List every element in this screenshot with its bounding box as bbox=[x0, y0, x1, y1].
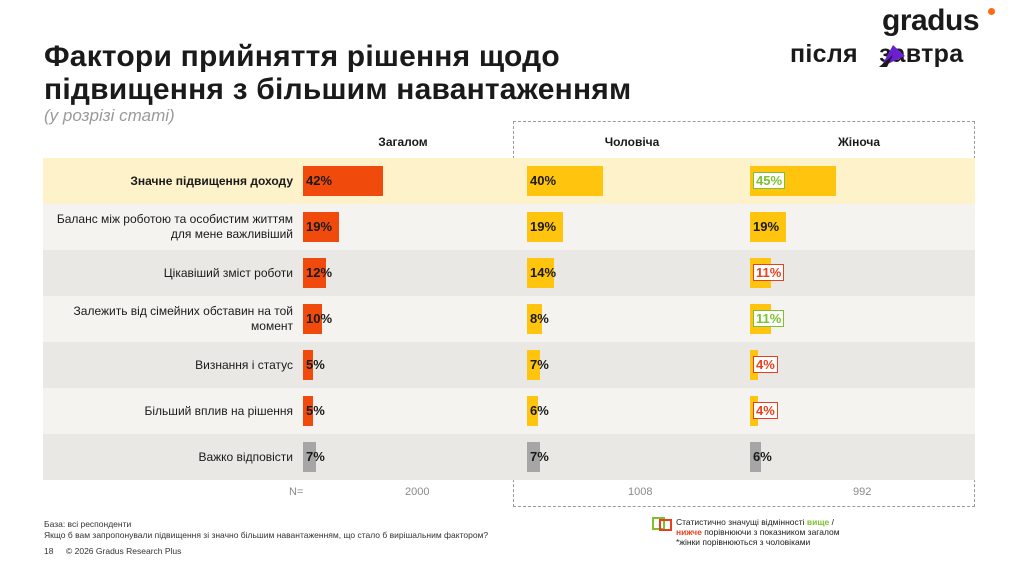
gradus-logo: gradus bbox=[882, 4, 980, 37]
footnote-question: Якщо б вам запропонували підвищення зі з… bbox=[44, 530, 489, 540]
category-label: Важко відповісти bbox=[198, 449, 293, 464]
value-label-male: 14% bbox=[530, 265, 557, 280]
category-label: Визнання і статус bbox=[195, 357, 293, 372]
value-label-total: 12% bbox=[306, 265, 333, 280]
legend-higher-word: вище bbox=[806, 517, 830, 527]
legend-lower-word: нижче bbox=[676, 527, 702, 537]
bar-male bbox=[527, 258, 554, 288]
bar-male bbox=[527, 304, 543, 334]
value-label-male: 40% bbox=[530, 173, 557, 188]
category-label: Більший вплив на рішення bbox=[144, 403, 293, 418]
value-label-total: 42% bbox=[306, 173, 333, 188]
value-label-female: 11% bbox=[753, 264, 785, 281]
bar-male bbox=[527, 396, 539, 426]
bar-male bbox=[527, 442, 541, 472]
legend-line-1: Статистично значущі відмінності вище / bbox=[676, 517, 834, 527]
category-label: Баланс між роботою та особистим життям д… bbox=[56, 212, 293, 241]
chart-row: Більший вплив на рішення 5% 6% 4% bbox=[43, 388, 975, 434]
page-subtitle: (у розрізі статі) bbox=[44, 106, 175, 125]
footnote-copyright: © 2026 Gradus Research Plus bbox=[66, 546, 182, 556]
category-label: Цікавіший зміст роботи bbox=[163, 265, 293, 280]
column-header-male: Чоловіча bbox=[604, 135, 660, 149]
value-label-male: 7% bbox=[530, 449, 549, 464]
bar-male bbox=[527, 166, 603, 196]
n-male: 1008 bbox=[628, 486, 653, 498]
logo-slash-icon bbox=[879, 45, 905, 67]
significance-legend-icon bbox=[652, 517, 672, 531]
bar-female bbox=[750, 442, 762, 472]
chart-row: Визнання і статус 5% 7% 4% bbox=[43, 342, 975, 388]
n-female: 992 bbox=[853, 486, 872, 498]
title-line-1: Фактори прийняття рішення щодо bbox=[44, 40, 560, 73]
value-label-total: 10% bbox=[306, 311, 333, 326]
category-label: Залежить від сімейних обставин на той мо… bbox=[73, 304, 293, 333]
chart-row: Баланс між роботою та особистим життям д… bbox=[43, 204, 975, 250]
column-header-total: Загалом bbox=[378, 135, 428, 149]
value-label-male: 7% bbox=[530, 357, 549, 372]
chart-row: Залежить від сімейних обставин на той мо… bbox=[43, 296, 975, 342]
category-label: Значне підвищення доходу bbox=[130, 173, 293, 188]
value-label-female: 19% bbox=[753, 219, 780, 234]
bar-female bbox=[750, 212, 787, 242]
chart-row: Важко відповісти 7% 7% 6% bbox=[43, 434, 975, 480]
pislya-zavtra-logo: після завтра bbox=[790, 40, 964, 68]
value-label-female: 6% bbox=[753, 449, 772, 464]
bar-total bbox=[303, 166, 383, 196]
bar-total bbox=[303, 304, 322, 334]
bar-total bbox=[303, 442, 317, 472]
n-total: 2000 bbox=[405, 486, 430, 498]
value-label-female: 4% bbox=[753, 402, 778, 419]
legend-line-2: нижче порівнюючи з показником загалом bbox=[676, 527, 840, 537]
bar-total bbox=[303, 350, 313, 380]
value-label-total: 7% bbox=[306, 449, 325, 464]
value-label-female: 4% bbox=[753, 356, 778, 373]
gradus-logo-dot bbox=[988, 8, 995, 15]
value-label-total: 5% bbox=[306, 357, 325, 372]
bar-male bbox=[527, 350, 541, 380]
value-label-male: 6% bbox=[530, 403, 549, 418]
bar-total bbox=[303, 212, 340, 242]
value-label-male: 19% bbox=[530, 219, 557, 234]
bar-total bbox=[303, 396, 313, 426]
page-title: Фактори прийняття рішення щодо підвищенн… bbox=[44, 40, 631, 106]
value-label-female: 11% bbox=[753, 310, 785, 327]
value-label-male: 8% bbox=[530, 311, 549, 326]
legend-line-3: *жінки порівнюються з чоловіками bbox=[676, 537, 811, 547]
column-header-female: Жіноча bbox=[837, 135, 881, 149]
chart-row: Значне підвищення доходу 42% 40% 45% bbox=[43, 158, 975, 204]
bar-total bbox=[303, 258, 326, 288]
footnote-page-number: 18 bbox=[44, 546, 54, 556]
value-label-total: 19% bbox=[306, 219, 333, 234]
value-label-total: 5% bbox=[306, 403, 325, 418]
value-label-female: 45% bbox=[753, 172, 786, 189]
bar-male bbox=[527, 212, 564, 242]
n-label: N= bbox=[289, 486, 304, 498]
chart-row: Цікавіший зміст роботи 12% 14% 11% bbox=[43, 250, 975, 296]
title-line-2: підвищення з більшим навантаженням bbox=[44, 73, 632, 106]
footnote-base: База: всі респонденти bbox=[44, 519, 132, 529]
